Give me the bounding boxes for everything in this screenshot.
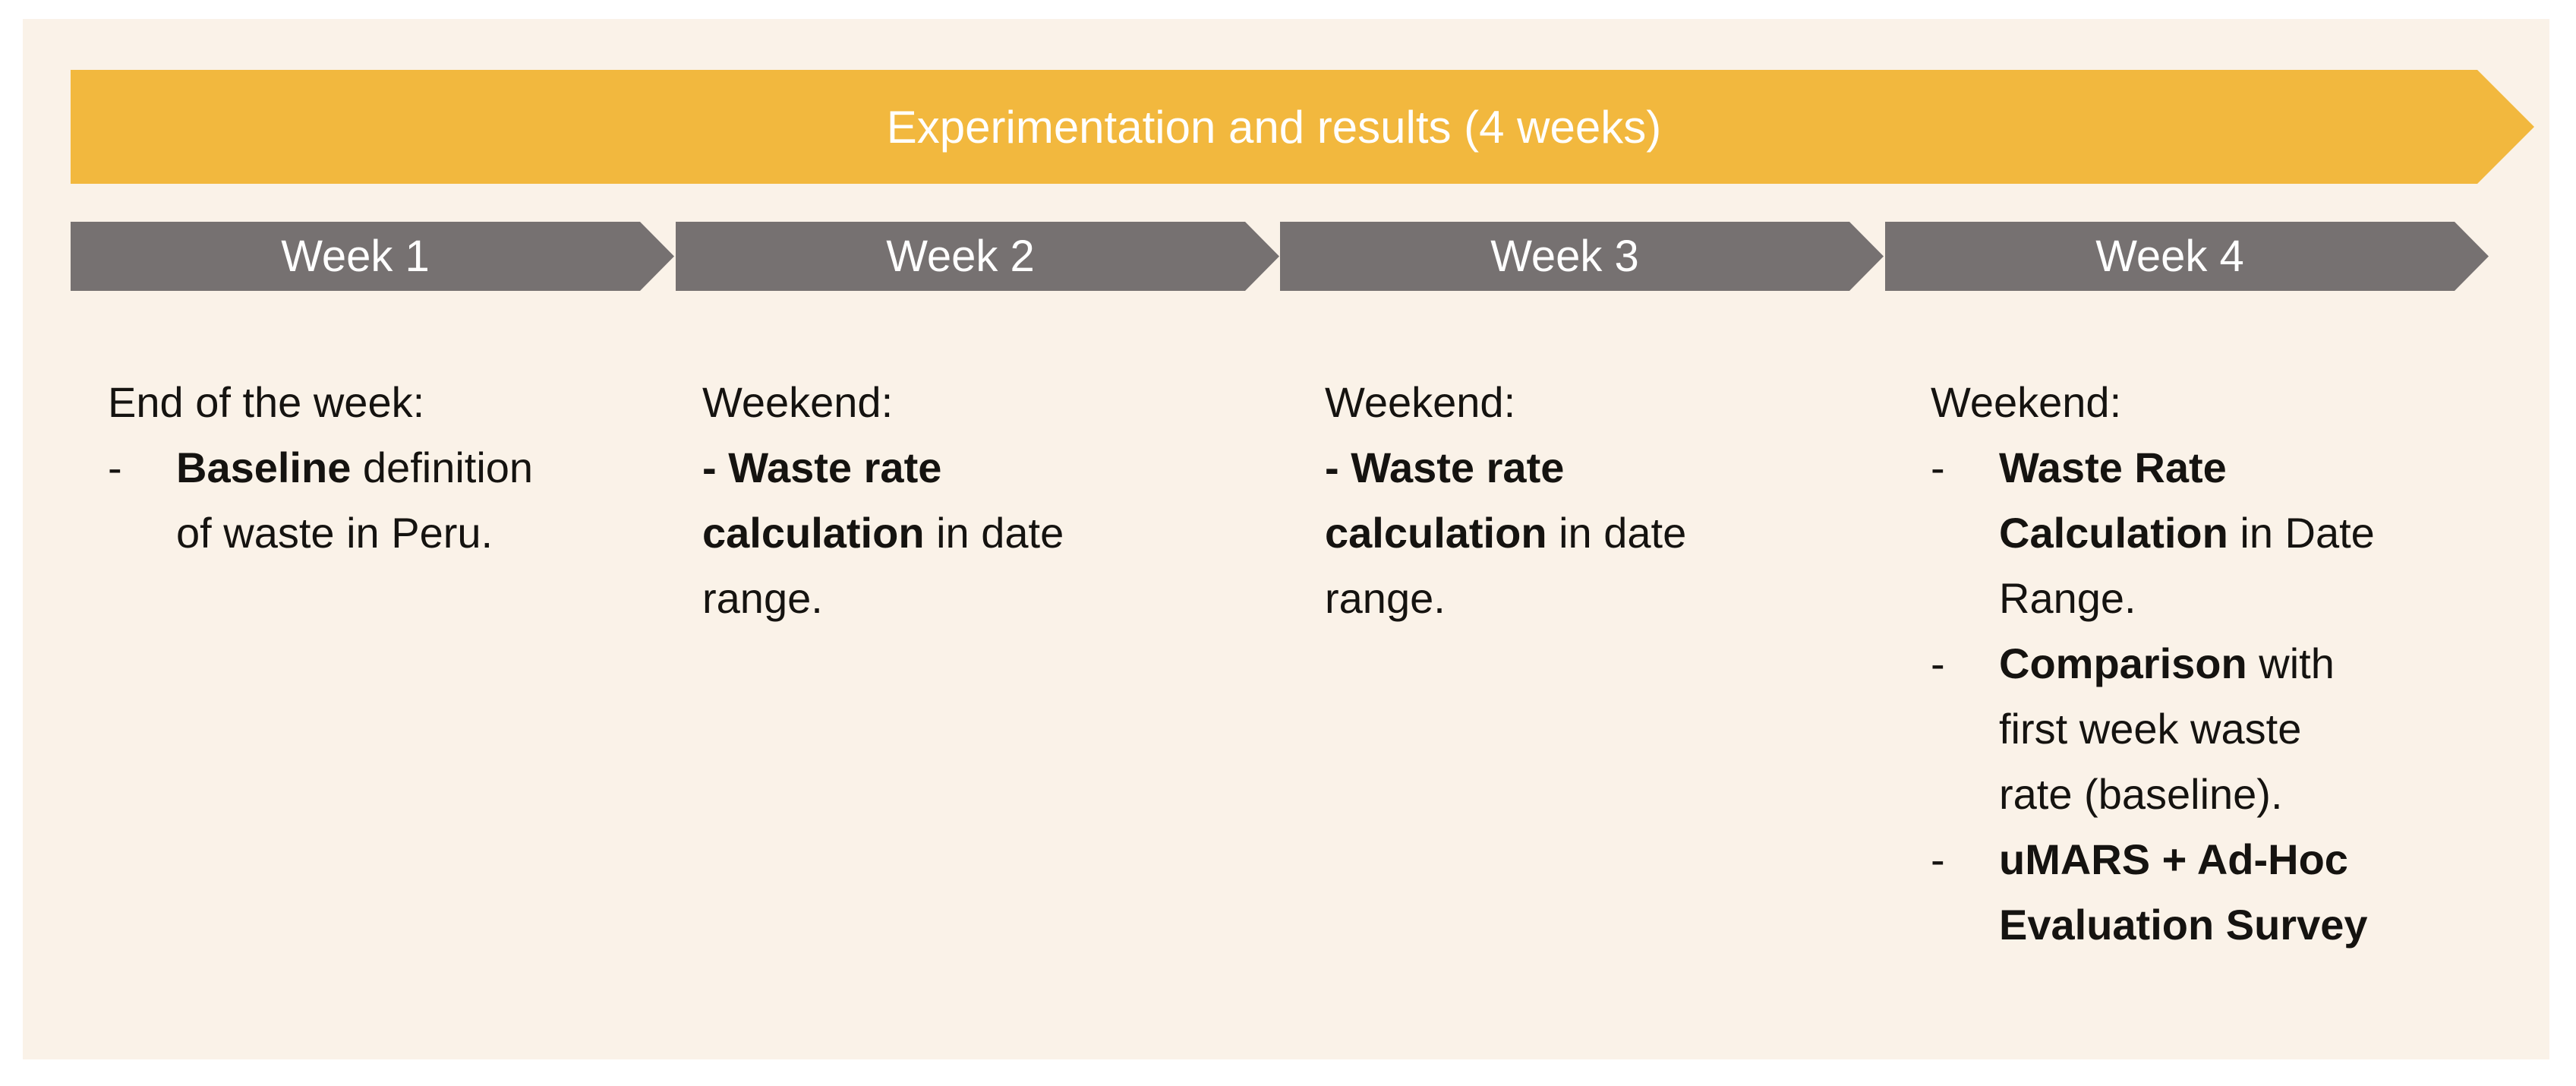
column-heading: Weekend: xyxy=(1931,378,2122,426)
banner-label: Experimentation and results (4 weeks) xyxy=(886,101,1662,153)
week-column: Weekend: - Waste Rate Calculation in Date Ra… xyxy=(1931,370,2417,958)
week-arrow-label: Week 1 xyxy=(281,232,430,281)
slide-panel xyxy=(23,19,2549,1059)
bold-text-segment: Calculation xyxy=(1999,509,2228,557)
text-line: Range. xyxy=(1999,566,2417,631)
text-line: range. xyxy=(702,566,1188,631)
bold-text-segment: uMARS + Ad-Hoc xyxy=(1999,835,2348,883)
text-line: - Waste rate xyxy=(1325,435,1811,500)
week-arrow: Week 4 xyxy=(1885,222,2489,291)
bold-text-segment: Waste Rate xyxy=(1999,444,2227,491)
bold-text-segment: Evaluation Survey xyxy=(1999,901,2368,949)
text-line: Waste Rate xyxy=(1999,435,2417,500)
bullet-item: - Waste Rate Calculation in Date Range. xyxy=(1931,435,2417,631)
banner-arrow: Experimentation and results (4 weeks) xyxy=(71,70,2534,184)
text-segment: in date xyxy=(1547,509,1687,557)
bold-text-segment: calculation xyxy=(702,509,925,557)
week-column: Weekend: - Waste rate calculation in date r… xyxy=(702,370,1188,631)
bold-text-segment: Comparison xyxy=(1999,639,2247,687)
text-segment: definition xyxy=(351,444,534,491)
bold-text-segment: - Waste rate xyxy=(1325,444,1565,491)
text-segment: of waste in Peru. xyxy=(176,509,493,557)
text-segment: range. xyxy=(702,574,823,622)
text-line: range. xyxy=(1325,566,1811,631)
bullet-dash: - xyxy=(1931,444,1945,491)
week-column: Weekend: - Waste rate calculation in date r… xyxy=(1325,370,1811,631)
week-arrow: Week 3 xyxy=(1280,222,1884,291)
text-segment: rate (baseline). xyxy=(1999,770,2283,818)
week-arrow: Week 2 xyxy=(676,222,1279,291)
bold-text-segment: - Waste rate xyxy=(702,444,942,491)
text-segment: in Date xyxy=(2228,509,2375,557)
week-arrow-label: Week 4 xyxy=(2095,232,2244,281)
text-segment: range. xyxy=(1325,574,1446,622)
text-segment: in date xyxy=(924,509,1064,557)
text-line: Comparison with xyxy=(1999,631,2417,696)
bullet-item: - uMARS + Ad-Hoc Evaluation Survey xyxy=(1931,827,2417,958)
text-line: rate (baseline). xyxy=(1999,762,2417,827)
column-heading: End of the week: xyxy=(108,378,425,426)
week-arrow-label: Week 3 xyxy=(1490,232,1639,281)
bold-text-segment: calculation xyxy=(1325,509,1547,557)
week-arrow-label: Week 2 xyxy=(886,232,1035,281)
bullet-item: - Waste rate calculation in date range. xyxy=(1325,435,1811,631)
column-heading: Weekend: xyxy=(702,378,894,426)
text-line: Evaluation Survey xyxy=(1999,892,2417,958)
text-line: calculation in date xyxy=(702,500,1188,566)
week-arrow: Week 1 xyxy=(71,222,674,291)
text-line: of waste in Peru. xyxy=(176,500,594,566)
text-line: - Waste rate xyxy=(702,435,1188,500)
text-segment: with xyxy=(2247,639,2335,687)
text-line: Calculation in Date xyxy=(1999,500,2417,566)
text-line: first week waste xyxy=(1999,696,2417,762)
text-line: uMARS + Ad-Hoc xyxy=(1999,827,2417,892)
bold-text-segment: Baseline xyxy=(176,444,352,491)
bullet-dash: - xyxy=(108,444,122,491)
text-segment: first week waste xyxy=(1999,705,2302,753)
text-segment: Range. xyxy=(1999,574,2136,622)
bullet-item: - Comparison with first week waste rate (ba… xyxy=(1931,631,2417,827)
bullet-item: - Waste rate calculation in date range. xyxy=(702,435,1188,631)
bullet-item: - Baseline definition of waste in Peru. xyxy=(108,435,594,566)
text-line: Baseline definition xyxy=(176,435,594,500)
text-line: calculation in date xyxy=(1325,500,1811,566)
bullet-dash: - xyxy=(1931,639,1945,687)
column-heading: Weekend: xyxy=(1325,378,1516,426)
bullet-dash: - xyxy=(1931,835,1945,883)
weeks-row: Week 1 Week 2 Week 3 Week 4 xyxy=(0,222,2576,291)
week-column: End of the week: - Baseline definition of w… xyxy=(108,370,594,566)
